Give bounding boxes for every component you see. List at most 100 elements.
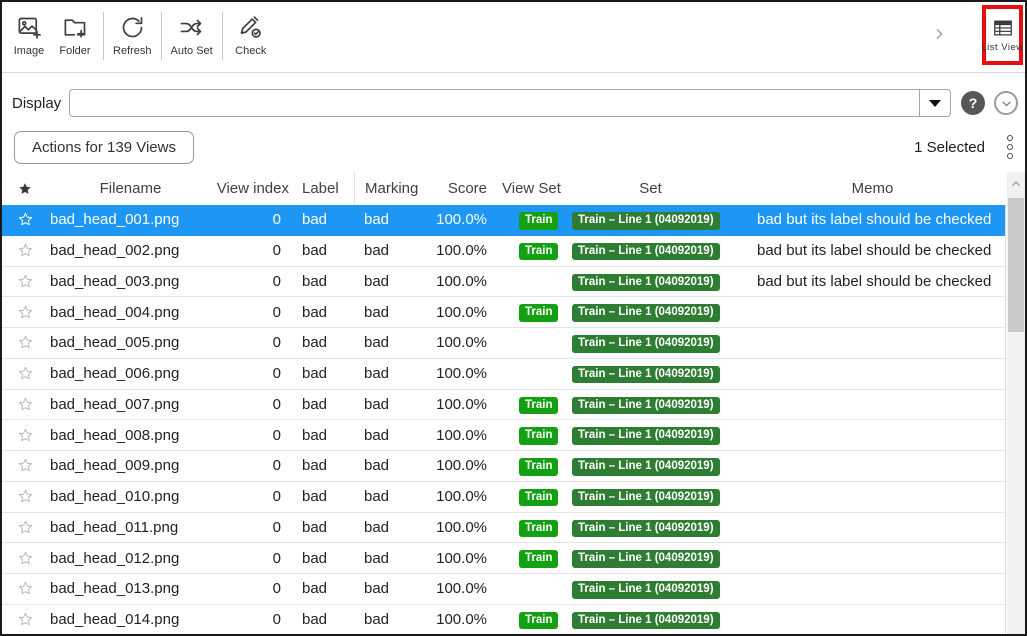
star-outline-icon: [18, 612, 32, 626]
set-badge: Train – Line 1 (04092019): [572, 427, 720, 445]
check-button[interactable]: Check: [228, 8, 274, 57]
table-row[interactable]: bad_head_008.png 0 bad bad 100.0% Train …: [2, 420, 1005, 451]
view-index-cell: 0: [272, 334, 281, 352]
label-cell: bad: [302, 518, 328, 536]
star-toggle[interactable]: [2, 242, 48, 259]
help-button-label: ?: [968, 95, 978, 111]
table-row[interactable]: bad_head_013.png 0 bad bad 100.0% Train …: [2, 574, 1005, 605]
star-toggle[interactable]: [2, 457, 48, 474]
label-cell: bad: [302, 365, 328, 383]
label-column-header[interactable]: Label: [302, 180, 339, 197]
set-cell: Train – Line 1 (04092019): [562, 579, 739, 599]
marking-cell: bad: [364, 611, 390, 629]
marking-column-header[interactable]: Marking: [354, 172, 429, 205]
actions-button[interactable]: Actions for 139 Views: [14, 130, 194, 164]
auto-set-button-label: Auto Set: [170, 45, 213, 57]
marking-cell: bad: [364, 426, 390, 444]
score-cell: 100.0%: [436, 272, 487, 290]
view-set-column-header[interactable]: View Set: [502, 180, 561, 197]
set-badge: Train – Line 1 (04092019): [572, 458, 720, 476]
table-row[interactable]: bad_head_003.png 0 bad bad 100.0% Train …: [2, 266, 1005, 298]
star-toggle[interactable]: [2, 550, 48, 567]
view-set-cell: [491, 365, 562, 382]
marking-cell: bad: [364, 211, 390, 229]
set-badge: Train – Line 1 (04092019): [572, 212, 720, 230]
vertical-scrollbar[interactable]: [1007, 172, 1025, 634]
view-index-cell: 0: [272, 549, 281, 567]
star-toggle[interactable]: [2, 365, 48, 382]
caret-down-icon: [929, 99, 941, 107]
filename-cell: bad_head_013.png: [50, 580, 180, 598]
set-badge: Train – Line 1 (04092019): [572, 335, 720, 353]
scrollbar-thumb[interactable]: [1008, 198, 1024, 332]
refresh-button[interactable]: Refresh: [109, 8, 156, 57]
score-cell: 100.0%: [436, 426, 487, 444]
image-button[interactable]: Image: [6, 8, 52, 57]
scrollbar-up-button[interactable]: [1007, 172, 1025, 196]
star-toggle[interactable]: [2, 273, 48, 290]
marking-cell: bad: [364, 488, 390, 506]
table-row[interactable]: bad_head_006.png 0 bad bad 100.0% Train …: [2, 358, 1005, 390]
set-badge: Train – Line 1 (04092019): [572, 304, 720, 322]
filename-column-header[interactable]: Filename: [99, 180, 162, 197]
label-cell: bad: [302, 211, 328, 229]
table-row[interactable]: bad_head_011.png 0 bad bad 100.0% Train …: [2, 512, 1005, 544]
table-row[interactable]: bad_head_012.png 0 bad bad 100.0% Train …: [2, 543, 1005, 574]
table-row[interactable]: bad_head_007.png 0 bad bad 100.0% Train …: [2, 389, 1005, 421]
view-index-column-header[interactable]: View index: [216, 180, 289, 197]
table-row[interactable]: bad_head_010.png 0 bad bad 100.0% Train …: [2, 481, 1005, 513]
score-column-header[interactable]: Score: [447, 180, 487, 197]
set-cell: Train – Line 1 (04092019): [562, 241, 739, 261]
star-outline-icon: [18, 489, 32, 503]
view-set-cell: Train: [491, 302, 562, 322]
table-row[interactable]: bad_head_014.png 0 bad bad 100.0% Train …: [2, 604, 1005, 634]
star-toggle[interactable]: [2, 519, 48, 536]
view-index-cell: 0: [272, 457, 281, 475]
display-combobox[interactable]: [69, 89, 951, 117]
view-set-badge: Train: [519, 519, 559, 538]
table-row[interactable]: bad_head_009.png 0 bad bad 100.0% Train …: [2, 451, 1005, 482]
star-toggle[interactable]: [2, 304, 48, 321]
set-cell: Train – Line 1 (04092019): [562, 395, 739, 415]
star-toggle[interactable]: [2, 488, 48, 505]
filename-cell: bad_head_009.png: [50, 457, 180, 475]
star-column-header[interactable]: [2, 181, 48, 197]
toolbar-overflow-button[interactable]: [931, 26, 947, 47]
table-row[interactable]: bad_head_004.png 0 bad bad 100.0% Train …: [2, 297, 1005, 328]
set-badge: Train – Line 1 (04092019): [572, 396, 720, 415]
view-index-cell: 0: [272, 303, 281, 321]
view-index-cell: 0: [272, 272, 281, 290]
view-index-cell: 0: [272, 580, 281, 598]
filename-cell: bad_head_007.png: [50, 395, 180, 413]
view-set-cell: Train: [491, 610, 562, 630]
help-button[interactable]: ?: [961, 91, 985, 115]
folder-button-label: Folder: [59, 45, 91, 57]
auto-set-button[interactable]: Auto Set: [167, 8, 217, 57]
star-toggle[interactable]: [2, 211, 48, 228]
list-view-icon: [993, 20, 1012, 36]
expander-button[interactable]: [994, 91, 1018, 115]
set-badge: Train – Line 1 (04092019): [572, 519, 720, 538]
table-row[interactable]: bad_head_001.png 0 bad bad 100.0% Train …: [2, 205, 1005, 236]
list-view-button[interactable]: List View: [981, 5, 1023, 65]
marking-cell: bad: [364, 334, 390, 352]
folder-button[interactable]: Folder: [52, 8, 98, 57]
kebab-menu-button[interactable]: [1005, 133, 1015, 161]
star-toggle[interactable]: [2, 334, 48, 351]
star-toggle[interactable]: [2, 580, 48, 597]
check-button-label: Check: [235, 45, 267, 57]
table-row[interactable]: bad_head_005.png 0 bad bad 100.0% Train …: [2, 328, 1005, 359]
star-toggle[interactable]: [2, 396, 48, 413]
score-cell: 100.0%: [436, 580, 487, 598]
table-row[interactable]: bad_head_002.png 0 bad bad 100.0% Train …: [2, 235, 1005, 267]
star-toggle[interactable]: [2, 427, 48, 444]
star-toggle[interactable]: [2, 611, 48, 628]
table-body: bad_head_001.png 0 bad bad 100.0% Train …: [2, 205, 1006, 634]
label-cell: bad: [302, 488, 328, 506]
display-combobox-arrow[interactable]: [919, 90, 950, 116]
label-cell: bad: [302, 611, 328, 629]
display-combobox-value[interactable]: [70, 90, 919, 116]
filename-cell: bad_head_012.png: [50, 549, 180, 567]
set-column-header[interactable]: Set: [639, 180, 662, 197]
memo-column-header[interactable]: Memo: [851, 180, 894, 197]
